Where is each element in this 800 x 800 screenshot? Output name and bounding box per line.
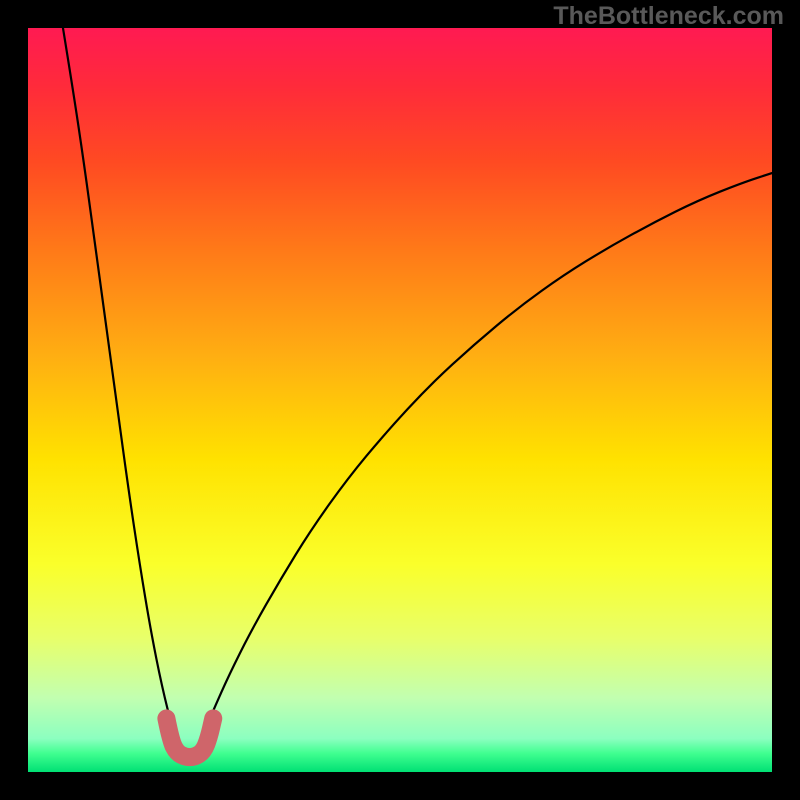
plot-area xyxy=(28,28,772,772)
plot-svg xyxy=(28,28,772,772)
gradient-background xyxy=(28,28,772,772)
watermark-text: TheBottleneck.com xyxy=(553,2,784,31)
chart-frame: TheBottleneck.com xyxy=(0,0,800,800)
